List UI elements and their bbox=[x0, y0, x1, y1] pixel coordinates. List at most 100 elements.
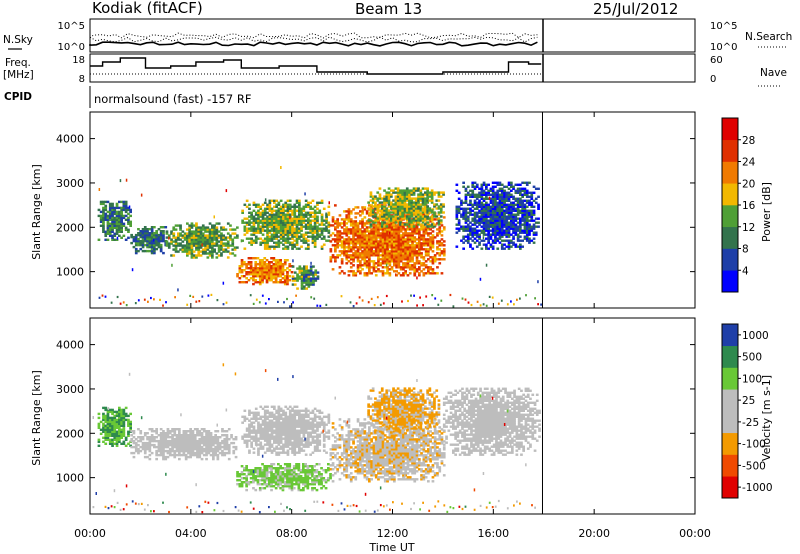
echo-cell bbox=[340, 270, 344, 273]
echo-cell bbox=[469, 225, 472, 228]
echo-cell bbox=[525, 235, 529, 238]
echo-cell bbox=[277, 477, 280, 480]
echo-cell bbox=[466, 225, 470, 228]
echo-cell bbox=[491, 247, 495, 250]
echo-cell bbox=[254, 271, 258, 274]
echo-cell bbox=[352, 240, 355, 243]
echo-cell bbox=[97, 208, 101, 212]
echo-cell bbox=[507, 235, 511, 238]
echo-cell bbox=[356, 226, 360, 229]
echo-cell bbox=[503, 229, 506, 232]
echo-cell bbox=[491, 211, 495, 214]
echo-cell bbox=[272, 263, 276, 266]
echo-cell bbox=[421, 195, 425, 198]
echo-cell bbox=[171, 447, 174, 451]
echo-cell bbox=[256, 473, 260, 476]
echo-cell bbox=[496, 211, 500, 214]
echo-cell bbox=[494, 237, 497, 240]
echo-cell bbox=[365, 222, 369, 225]
echo-cell bbox=[482, 207, 486, 210]
clutter-cell bbox=[510, 300, 512, 303]
echo-cell bbox=[395, 256, 398, 259]
echo-cell bbox=[220, 232, 223, 235]
echo-cell bbox=[274, 267, 278, 270]
echo-cell bbox=[118, 412, 121, 416]
echo-cell bbox=[224, 242, 228, 245]
echo-cell bbox=[386, 222, 389, 225]
echo-cell bbox=[284, 217, 288, 220]
echo-cell bbox=[108, 442, 112, 445]
echo-cell bbox=[489, 211, 493, 214]
echo-cell bbox=[313, 211, 317, 214]
echo-cell bbox=[155, 239, 158, 243]
echo-cell bbox=[307, 201, 310, 204]
echo-cell bbox=[478, 191, 481, 194]
echo-cell bbox=[410, 203, 414, 206]
echo-cell bbox=[406, 238, 410, 241]
echo-cell bbox=[503, 215, 506, 218]
echo-cell bbox=[270, 235, 274, 238]
echo-cell bbox=[274, 477, 278, 480]
echo-cell bbox=[257, 223, 260, 226]
echo-cell bbox=[277, 469, 280, 472]
echo-cell bbox=[258, 279, 262, 282]
echo-cell bbox=[206, 228, 210, 231]
echo-cell bbox=[512, 231, 515, 234]
echo-cell bbox=[507, 209, 511, 212]
echo-cell bbox=[304, 213, 308, 216]
echo-cell bbox=[243, 473, 246, 476]
echo-cell bbox=[530, 191, 534, 194]
echo-cell bbox=[440, 244, 444, 247]
echo-cell bbox=[115, 220, 119, 223]
echo-cell bbox=[510, 241, 513, 244]
echo-cell bbox=[223, 430, 227, 433]
echo-cell bbox=[226, 240, 230, 243]
echo-cell bbox=[215, 234, 219, 237]
echo-cell bbox=[245, 263, 248, 266]
echo-cell bbox=[347, 244, 351, 247]
freq-right-tick-top: 60 bbox=[710, 55, 723, 66]
echo-cell bbox=[252, 209, 256, 212]
echo-cell bbox=[115, 232, 119, 235]
echo-cell bbox=[363, 244, 367, 247]
echo-cell bbox=[222, 234, 225, 237]
echo-cell bbox=[482, 209, 486, 212]
echo-cell bbox=[220, 248, 223, 251]
echo-cell bbox=[345, 240, 349, 243]
echo-cell bbox=[195, 228, 198, 231]
clutter-cell bbox=[358, 296, 361, 299]
echo-cell bbox=[494, 201, 497, 204]
echo-cell bbox=[207, 438, 211, 441]
echo-cell bbox=[399, 274, 403, 277]
echo-cell bbox=[359, 270, 362, 273]
echo-cell bbox=[240, 471, 244, 474]
echo-cell bbox=[238, 269, 242, 272]
echo-cell bbox=[507, 183, 511, 186]
echo-cell bbox=[293, 277, 297, 280]
echo-cell bbox=[386, 258, 389, 261]
echo-cell bbox=[424, 230, 428, 233]
echo-cell bbox=[157, 239, 161, 243]
echo-cell bbox=[177, 238, 180, 241]
echo-cell bbox=[487, 211, 490, 214]
echo-cell bbox=[397, 260, 401, 263]
echo-cell bbox=[412, 207, 416, 210]
echo-cell bbox=[516, 207, 520, 210]
echo-cell bbox=[173, 430, 177, 433]
echo-cell bbox=[171, 445, 174, 449]
echo-cell bbox=[424, 244, 428, 247]
echo-cell bbox=[282, 225, 285, 228]
echo-cell bbox=[411, 228, 414, 231]
echo-cell bbox=[201, 234, 205, 237]
echo-cell bbox=[120, 424, 123, 427]
echo-cell bbox=[195, 232, 198, 235]
echo-cell bbox=[223, 441, 227, 445]
echo-cell bbox=[397, 236, 401, 239]
echo-cell bbox=[197, 250, 201, 253]
echo-cell bbox=[164, 438, 168, 441]
echo-cell bbox=[343, 222, 346, 225]
echo-cell bbox=[261, 281, 264, 284]
echo-cell bbox=[231, 252, 235, 255]
echo-cell bbox=[436, 228, 439, 231]
echo-cell bbox=[252, 477, 255, 480]
